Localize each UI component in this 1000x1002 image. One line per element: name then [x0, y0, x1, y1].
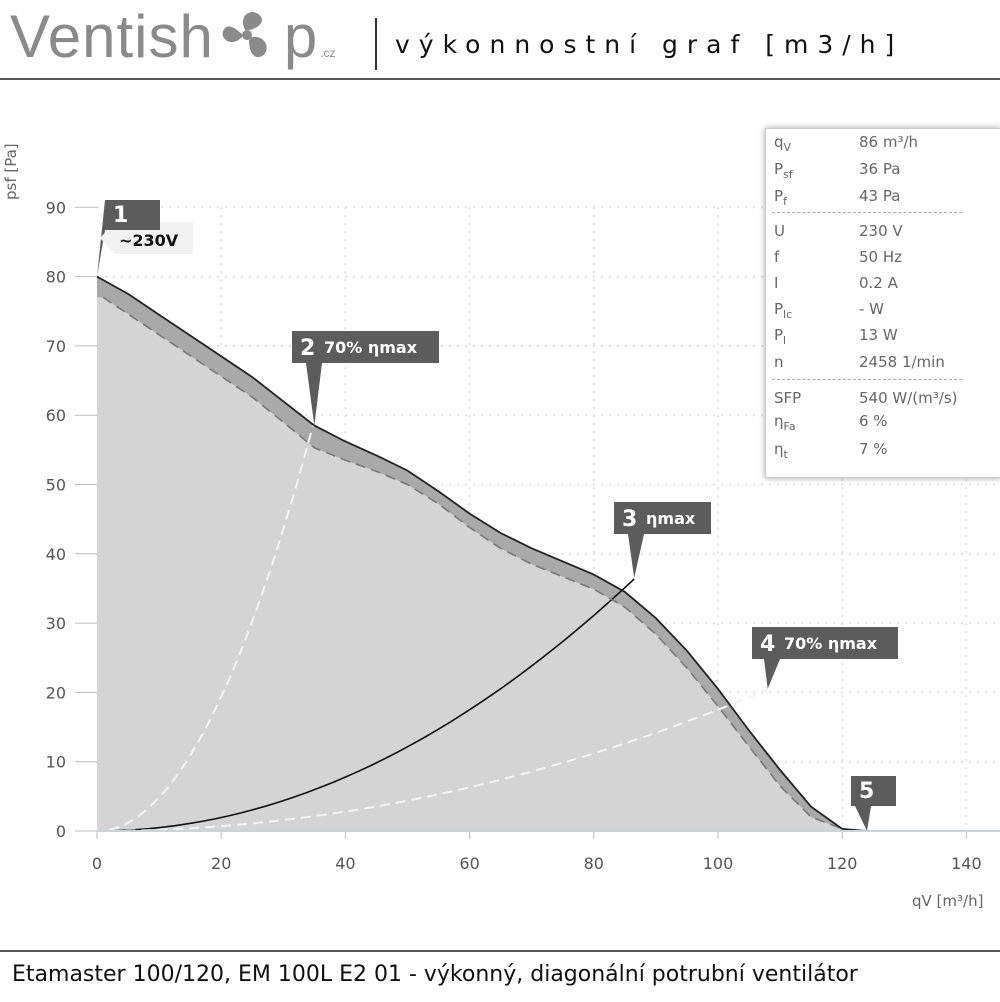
spec-key-sub: lc — [783, 308, 793, 321]
label-number: 5 — [859, 779, 874, 804]
spec-key: Pl — [774, 326, 787, 347]
spec-key: Plc — [774, 300, 793, 321]
spec-value: 50 Hz — [859, 248, 903, 266]
label-box — [851, 776, 896, 806]
system-curve-3 — [109, 578, 635, 832]
y-tick-label: 50 — [46, 476, 66, 495]
y-tick-label: 30 — [46, 614, 66, 633]
logo-text-ventish: Ventish — [10, 3, 214, 70]
header: Ventish p .cz výkonnostní graf [m3/h] — [0, 0, 1000, 80]
spec-value: 43 Pa — [859, 187, 901, 205]
logo[interactable]: Ventish p .cz — [10, 2, 336, 71]
spec-value: 230 V — [859, 222, 903, 240]
spec-key-sub: t — [783, 448, 788, 461]
spec-value: 86 m³/h — [859, 133, 919, 151]
label-number: 2 — [300, 336, 315, 361]
label-number: 1 — [113, 203, 128, 228]
inner-dashed-curve — [102, 296, 849, 832]
label-box — [292, 331, 439, 363]
logo-tld: .cz — [320, 46, 336, 60]
spec-key: ηFa — [774, 412, 796, 433]
x-tick-label: 0 — [92, 854, 102, 873]
spec-key: n — [774, 353, 784, 371]
fan-curve — [96, 275, 868, 832]
fan-icon — [222, 12, 267, 58]
operating-area — [97, 297, 849, 831]
label-pointer — [306, 363, 322, 426]
y-tick-label: 70 — [46, 337, 66, 356]
point-label-1: ~230V 1 — [97, 200, 193, 277]
page-title: výkonnostní graf [m3/h] — [395, 30, 904, 59]
y-tick-label: 20 — [46, 683, 66, 702]
label-text: 70% ηmax — [784, 634, 878, 653]
chart-curves — [96, 275, 868, 832]
spec-key-sub: l — [783, 334, 787, 347]
x-axis-label: qV [m³/h] — [912, 892, 983, 910]
y-axis-label: psf [Pa] — [2, 143, 20, 200]
spec-key-sub: V — [783, 141, 792, 154]
product-title: Etamaster 100/120, EM 100L E2 01 - výkon… — [12, 962, 858, 987]
x-tick-label: 20 — [211, 854, 231, 873]
y-tick-label: 90 — [46, 198, 66, 217]
spec-key: qV — [774, 133, 792, 154]
chart-axes: 0 20 40 60 80 100 120 140 0 10 20 30 40 50 60 70 80 90 — [46, 198, 1000, 873]
x-tick-label: 100 — [703, 854, 734, 873]
y-tick-label: 10 — [46, 753, 66, 772]
point-label-3: 3 ηmax — [614, 502, 711, 579]
y-tick-label: 40 — [46, 545, 66, 564]
spec-key: f — [774, 248, 780, 266]
footer: Etamaster 100/120, EM 100L E2 01 - výkon… — [0, 950, 1000, 1002]
spec-key-sub: Fa — [783, 420, 796, 433]
label-number: 3 — [622, 507, 637, 532]
spec-key: Pf — [774, 187, 787, 208]
label-pointer — [855, 806, 871, 831]
chart-fills — [97, 276, 867, 832]
spec-divider — [772, 379, 962, 380]
spec-value: 0.2 A — [859, 274, 898, 292]
x-tick-label: 40 — [335, 854, 355, 873]
specs-panel: qV 86 m³/h Psf 36 Pa Pf 43 Pa U 230 V f 50 Hz I 0.2… — [765, 128, 1000, 478]
chart-point-labels: ~230V 1 2 70% ηmax 3 ηmax 4 70% ηmax 5 — [97, 200, 898, 831]
x-tick-label: 80 — [584, 854, 604, 873]
x-tick-label: 120 — [827, 854, 858, 873]
point-label-2: 2 70% ηmax — [292, 331, 439, 426]
x-tick-label: 140 — [951, 854, 982, 873]
spec-value: 13 W — [859, 326, 898, 344]
y-tick-label: 0 — [56, 822, 66, 841]
spec-value: 36 Pa — [859, 160, 901, 178]
spec-key-sub: sf — [783, 168, 793, 181]
header-divider — [375, 18, 377, 70]
spec-key: ηt — [774, 440, 788, 461]
performance-chart: 0 20 40 60 80 100 120 140 0 10 20 30 40 50 60 70 80 90 ~2… — [2, 143, 1000, 910]
label-text: ηmax — [646, 509, 696, 528]
logo-text-p: p — [283, 3, 319, 70]
point-label-5: 5 — [851, 776, 896, 831]
voltage-label: ~230V — [119, 231, 179, 250]
spec-divider — [772, 212, 962, 213]
label-box — [752, 627, 898, 659]
spec-key: SFP — [774, 389, 802, 407]
spec-value: 540 W/(m³/s) — [859, 389, 958, 407]
spec-key: U — [774, 222, 785, 240]
label-pointer — [628, 534, 644, 579]
point-label-4: 4 70% ηmax — [752, 627, 898, 689]
spec-value: 2458 1/min — [859, 353, 945, 371]
spec-key: Psf — [774, 160, 793, 181]
spec-value: - W — [859, 300, 885, 318]
label-box — [614, 502, 711, 534]
spec-value: 6 % — [859, 412, 888, 430]
y-tick-label: 80 — [46, 268, 66, 287]
system-curve-2 — [109, 419, 316, 831]
label-box — [105, 200, 160, 230]
spec-key-sub: f — [783, 195, 787, 208]
label-text: 70% ηmax — [324, 338, 418, 357]
label-number: 4 — [760, 632, 775, 657]
y-tick-label: 60 — [46, 406, 66, 425]
x-tick-label: 60 — [459, 854, 479, 873]
spec-key: I — [774, 274, 779, 292]
label-pointer — [764, 659, 780, 689]
spec-value: 7 % — [859, 440, 888, 458]
